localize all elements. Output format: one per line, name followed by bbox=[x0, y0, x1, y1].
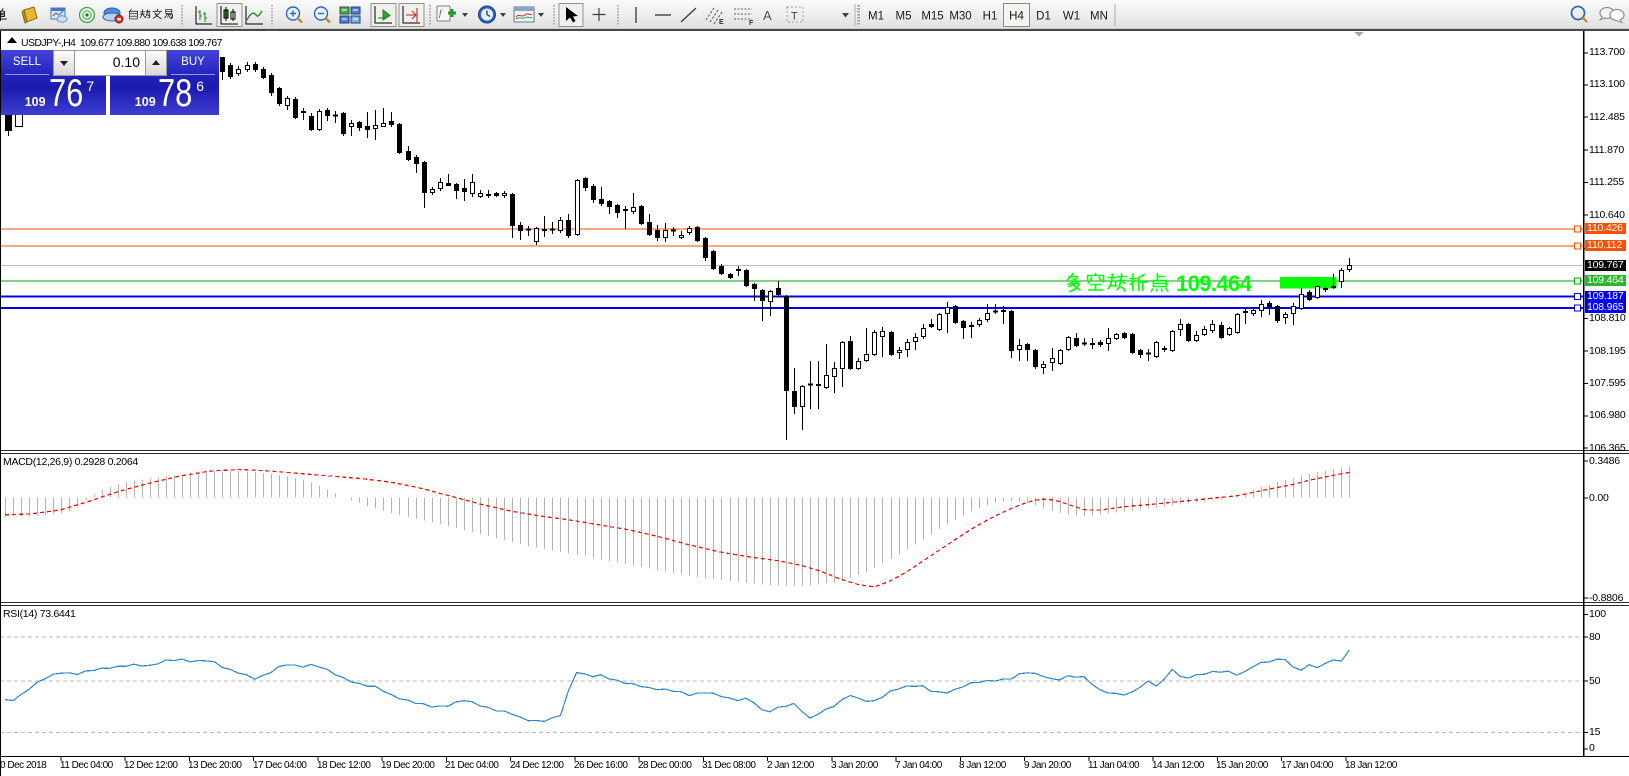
svg-text:F: F bbox=[749, 20, 754, 27]
svg-text:D1: D1 bbox=[1036, 11, 1051, 23]
svg-text:f: f bbox=[439, 8, 443, 18]
svg-text:H4: H4 bbox=[1009, 11, 1024, 23]
svg-text:M1: M1 bbox=[868, 11, 884, 23]
svg-text:M5: M5 bbox=[896, 11, 912, 23]
svg-text:MN: MN bbox=[1090, 11, 1108, 23]
svg-text:M30: M30 bbox=[949, 11, 971, 23]
svg-text:H1: H1 bbox=[983, 11, 998, 23]
svg-text:M15: M15 bbox=[921, 11, 943, 23]
svg-text:T: T bbox=[791, 11, 798, 23]
svg-text:A: A bbox=[763, 8, 772, 23]
svg-text:W1: W1 bbox=[1063, 11, 1080, 23]
svg-text:E: E bbox=[719, 19, 724, 26]
